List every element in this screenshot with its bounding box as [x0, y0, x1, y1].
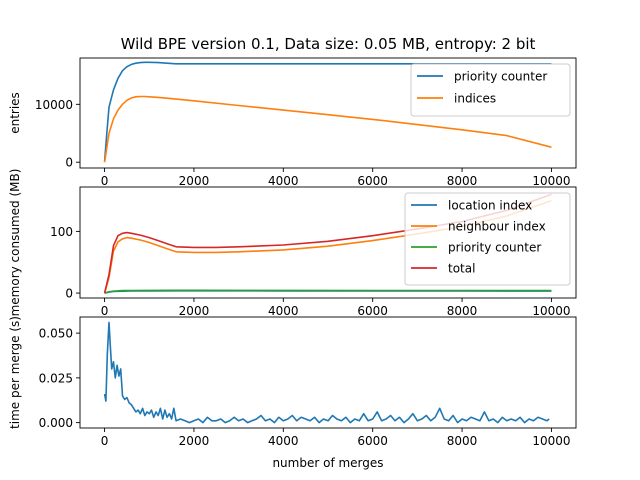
legend-entry-label: indices — [454, 92, 496, 106]
axes-frame-2 — [79, 186, 577, 299]
y-tick-label: 10000 — [35, 98, 73, 112]
series-line-priority-counter-1 — [103, 61, 552, 162]
x-tick-label: 4000 — [268, 434, 299, 448]
x-tick-label: 2000 — [179, 434, 210, 448]
series-line-neighbour-index-2 — [103, 199, 552, 294]
legend-box — [404, 192, 571, 286]
axes-frame-1 — [79, 57, 577, 169]
figure-title: Wild BPE version 0.1, Data size: 0.05 MB… — [121, 35, 536, 53]
x-tick-label: 0 — [101, 304, 109, 318]
y-tick-label: 0.050 — [39, 327, 73, 341]
axes-frame-3 — [79, 316, 577, 429]
x-tick-label: 6000 — [357, 174, 388, 188]
legend-entry-label: total — [448, 262, 475, 276]
legend-entry-label: priority counter — [454, 70, 547, 84]
legend-1: priority counter indices — [410, 63, 571, 117]
y-axis-label: memory consumed (MB) — [8, 169, 22, 317]
x-tick-label: 4000 — [268, 174, 299, 188]
chart-panels: 0 2000 4000 6000 8000 10000010000entriesprior… — [8, 57, 577, 470]
x-tick-label: 0 — [101, 434, 109, 448]
y-tick-label: 0.000 — [39, 416, 73, 430]
y-tick-label: 0 — [65, 156, 73, 170]
legend-entry-label: location index — [448, 199, 532, 213]
panel-2: 0 2000 4000 6000 8000 10000 0 100 memory consume… — [8, 169, 577, 318]
x-tick-label: 6000 — [357, 304, 388, 318]
y-tick-label: 0.025 — [39, 371, 73, 385]
series-line-indices-1 — [103, 95, 552, 163]
x-tick-label: 10000 — [532, 174, 570, 188]
y-axis-label: entries — [8, 92, 22, 134]
legend-entry-label: priority counter — [448, 241, 541, 255]
x-tick-label: 0 — [101, 174, 109, 188]
x-tick-label: 10000 — [532, 304, 570, 318]
y-tick-label: 100 — [50, 225, 73, 239]
x-tick-label: 4000 — [268, 304, 299, 318]
panel-3: 0 2000 4000 6000 8000 10000 0.000 0.025 0.050 tim… — [8, 316, 577, 470]
series-line-total-2 — [103, 193, 552, 294]
x-tick-label: 8000 — [447, 304, 478, 318]
x-tick-label: 2000 — [179, 304, 210, 318]
y-tick-label: 0 — [65, 287, 73, 301]
y-axis-label: time per merge (s) — [8, 316, 22, 429]
x-axis-label: number of merges — [272, 456, 383, 470]
x-tick-label: 2000 — [179, 174, 210, 188]
legend-entry-label: neighbour index — [448, 220, 546, 234]
x-tick-label: 6000 — [357, 434, 388, 448]
panel-1: 0 2000 4000 6000 8000 10000 0 10000 entries prior… — [8, 57, 577, 188]
x-tick-label: 8000 — [447, 434, 478, 448]
legend-box — [410, 63, 571, 117]
series-line-timing-3 — [103, 321, 550, 424]
series-line-priority-counter-2 — [104, 289, 552, 294]
x-tick-label: 8000 — [447, 174, 478, 188]
legend-2: location index neighbour index priority co… — [404, 192, 571, 286]
x-tick-label: 10000 — [532, 434, 570, 448]
